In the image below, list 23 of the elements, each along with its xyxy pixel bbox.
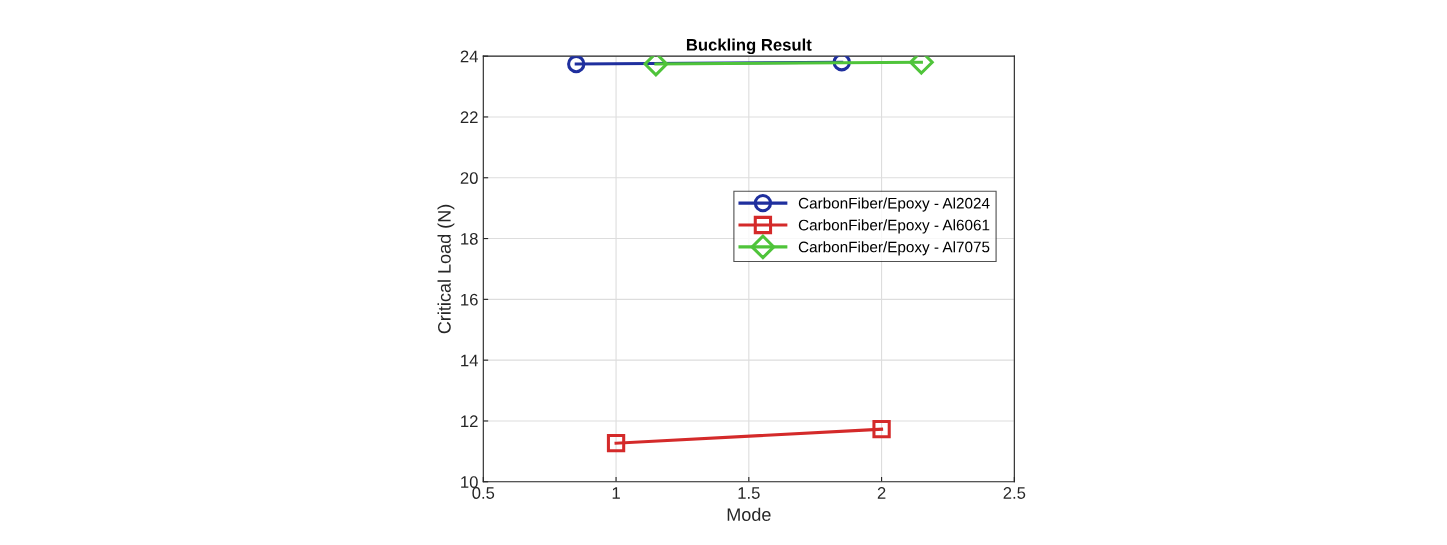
point bbox=[643, 56, 669, 77]
y-tick-label: 10 bbox=[461, 476, 478, 488]
x-axis-title: Mode bbox=[727, 507, 771, 521]
y-axis-title: Critical Load (N) bbox=[437, 204, 455, 334]
y-tick-label: 24 bbox=[460, 50, 478, 63]
y-tick-label: 20 bbox=[460, 172, 478, 184]
point bbox=[606, 434, 626, 453]
legend-label: CarbonFiber/Epoxy - Al7075 bbox=[798, 241, 990, 256]
legend-label: CarbonFiber/Epoxy - Al2024 bbox=[798, 197, 990, 212]
y-tick-label: 18 bbox=[461, 232, 478, 245]
chart-title: Buckling Result bbox=[686, 38, 812, 55]
point bbox=[872, 420, 891, 439]
legend-label: CarbonFiber/Epoxy - Al6061 bbox=[798, 219, 990, 234]
y-tick-label: 16 bbox=[461, 293, 478, 306]
y-tick-label: 12 bbox=[461, 415, 478, 428]
x-tick-label: 1.5 bbox=[738, 487, 760, 499]
y-tick-label: 22 bbox=[460, 111, 478, 123]
x-tick-label: 2.5 bbox=[1003, 487, 1026, 499]
y-tick-label: 14 bbox=[461, 354, 478, 367]
x-tick-label: 1 bbox=[612, 487, 620, 499]
point bbox=[567, 56, 586, 74]
x-tick-label: 2 bbox=[877, 487, 886, 499]
x-tick-label: 0.5 bbox=[472, 487, 495, 499]
